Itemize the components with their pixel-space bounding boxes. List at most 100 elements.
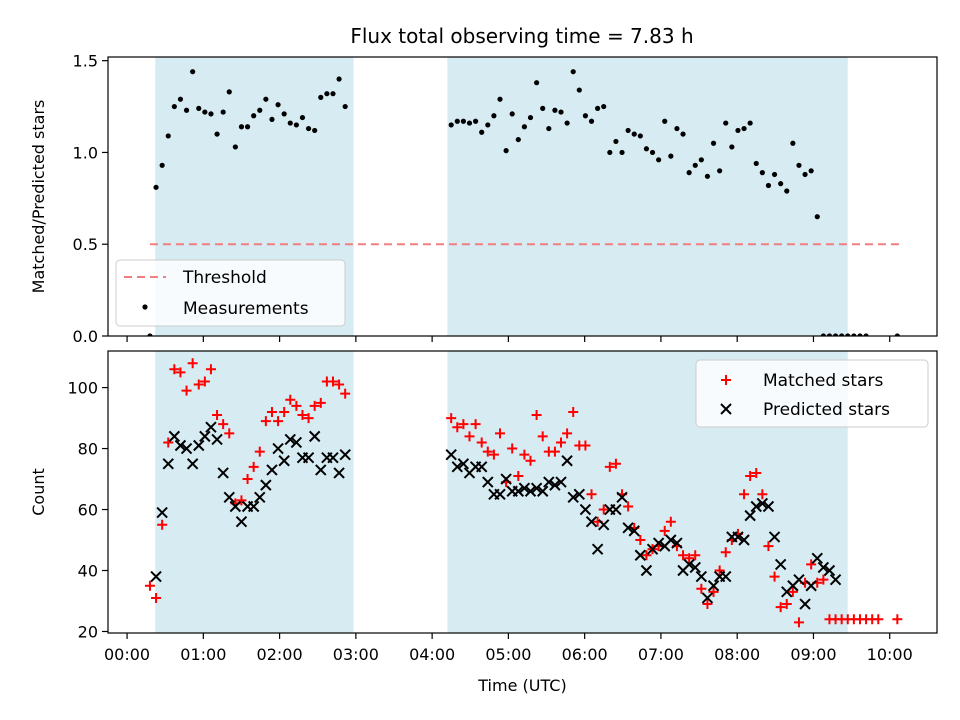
predicted-point bbox=[762, 500, 775, 513]
matched-point bbox=[291, 400, 302, 411]
predicted-point bbox=[579, 503, 592, 516]
measurement-point bbox=[263, 96, 269, 102]
predicted-point bbox=[168, 430, 181, 443]
matched-point bbox=[562, 428, 573, 439]
measurement-point bbox=[232, 144, 238, 150]
matched-point bbox=[739, 489, 750, 500]
measurement-point bbox=[625, 127, 631, 134]
measurement-point bbox=[171, 103, 177, 110]
measurement-point bbox=[686, 170, 692, 176]
y-axis-label: Count bbox=[29, 468, 48, 516]
predicted-point bbox=[518, 482, 531, 494]
predicted-point bbox=[707, 580, 720, 592]
matched-point bbox=[285, 394, 296, 405]
measurement-point bbox=[582, 113, 589, 119]
matched-point bbox=[556, 437, 567, 448]
measurement-point bbox=[165, 133, 171, 139]
measurement-point bbox=[177, 96, 184, 102]
predicted-point bbox=[738, 534, 750, 546]
measurement-point bbox=[472, 118, 479, 124]
predicted-point bbox=[457, 458, 470, 470]
matched-point bbox=[873, 614, 884, 625]
predicted-point bbox=[315, 464, 327, 476]
measurement-point bbox=[305, 125, 312, 132]
x-tick-label: 08:00 bbox=[714, 645, 760, 664]
measurement-point bbox=[214, 131, 220, 137]
matched-point bbox=[470, 419, 481, 430]
predicted-point bbox=[254, 491, 266, 504]
matched-point bbox=[641, 550, 652, 561]
matched-point bbox=[297, 410, 308, 421]
y-tick-label: 40 bbox=[78, 562, 98, 581]
measurement-point bbox=[147, 333, 153, 336]
matched-point bbox=[513, 470, 524, 481]
measurement-point bbox=[704, 173, 711, 179]
measurement-point bbox=[619, 149, 625, 156]
matched-point bbox=[757, 489, 768, 500]
y-tick-label: 1.5 bbox=[73, 52, 98, 71]
matched-point bbox=[610, 458, 621, 469]
predicted-point bbox=[591, 543, 604, 555]
measurement-point bbox=[540, 105, 546, 111]
matched-point bbox=[714, 565, 725, 576]
predicted-point bbox=[622, 522, 634, 534]
measurement-point bbox=[299, 114, 306, 121]
matched-point bbox=[769, 571, 780, 582]
y-tick-label: 80 bbox=[78, 440, 98, 459]
y-tick-label: 60 bbox=[78, 501, 98, 520]
legend-measurement-label: Measurements bbox=[183, 299, 309, 319]
predicted-point bbox=[634, 549, 647, 561]
measurement-point bbox=[753, 160, 759, 167]
predicted-point bbox=[561, 455, 573, 467]
predicted-point bbox=[339, 448, 351, 461]
predicted-point bbox=[278, 455, 290, 467]
predicted-point bbox=[555, 476, 567, 488]
predicted-point bbox=[475, 461, 488, 473]
legend-predicted-label: Predicted stars bbox=[763, 400, 890, 420]
measurement-point bbox=[649, 149, 656, 156]
legend-box bbox=[115, 259, 346, 327]
matched-point bbox=[580, 440, 591, 451]
predicted-point bbox=[494, 488, 506, 500]
measurement-point bbox=[324, 91, 330, 97]
measurement-point bbox=[287, 120, 293, 126]
matched-point bbox=[568, 406, 579, 417]
measurement-point bbox=[196, 105, 202, 111]
y-tick-label: 20 bbox=[78, 622, 98, 641]
matched-point bbox=[340, 388, 351, 399]
matched-point bbox=[519, 449, 530, 460]
y-tick-label: 0.0 bbox=[73, 327, 98, 346]
predicted-point bbox=[524, 485, 537, 497]
x-tick-label: 07:00 bbox=[638, 645, 684, 664]
matched-point bbox=[157, 519, 168, 530]
matched-point bbox=[260, 416, 271, 427]
measurement-point bbox=[546, 125, 552, 132]
predicted-point bbox=[744, 509, 756, 522]
predicted-point bbox=[652, 537, 665, 549]
predicted-point bbox=[616, 491, 628, 504]
matched-point bbox=[187, 358, 198, 369]
plot-area bbox=[147, 57, 902, 336]
measurement-point bbox=[771, 171, 778, 178]
measurement-point bbox=[851, 333, 857, 336]
predicted-point bbox=[543, 476, 555, 488]
predicted-point bbox=[750, 500, 762, 513]
matched-point bbox=[525, 455, 536, 466]
measurement-point bbox=[454, 118, 460, 124]
predicted-point bbox=[482, 476, 494, 488]
matched-point bbox=[266, 406, 277, 417]
measurement-point bbox=[643, 146, 650, 152]
measurement-point bbox=[220, 109, 226, 115]
y-axis-label: Matched/Predicted stars bbox=[29, 100, 48, 294]
matched-point bbox=[708, 586, 719, 597]
predicted-point bbox=[500, 473, 512, 485]
predicted-point bbox=[720, 570, 732, 583]
measurement-point bbox=[863, 333, 869, 336]
measurement-point bbox=[741, 125, 747, 132]
matched-point bbox=[199, 376, 210, 387]
measurement-point bbox=[521, 124, 528, 130]
measurement-point bbox=[790, 140, 796, 146]
measurement-point bbox=[894, 333, 900, 336]
measurement-point bbox=[466, 120, 473, 126]
